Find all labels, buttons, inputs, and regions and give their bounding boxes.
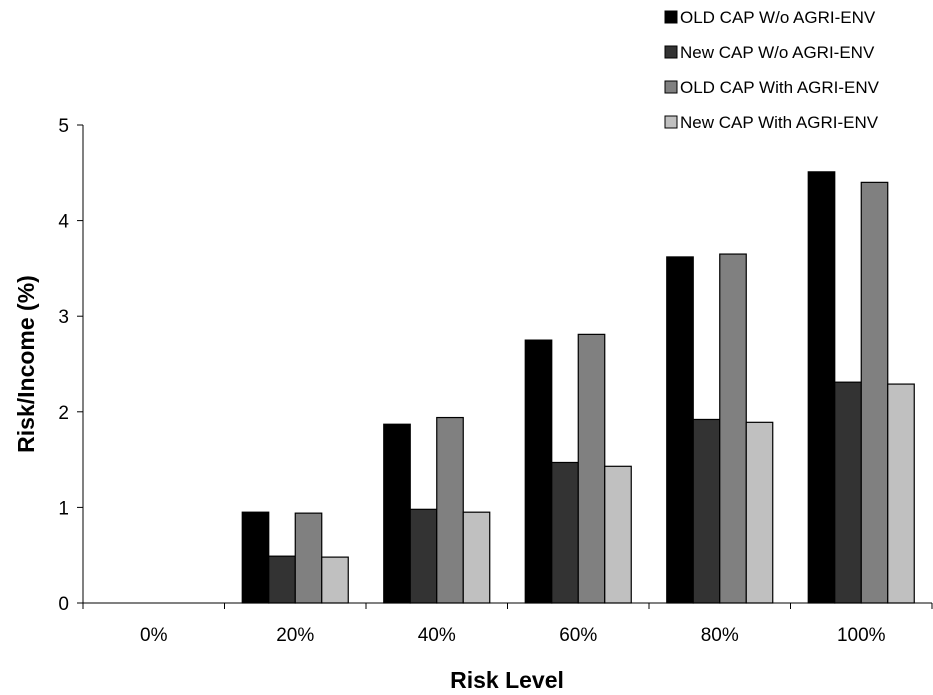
y-ticks: 0 1 2 3 4 5 [58,116,83,615]
bar [860,181,889,604]
bar [241,511,270,604]
bar [268,555,296,604]
x-tick-label: 80% [701,625,739,646]
x-tick-label: 100% [837,625,886,646]
bar [524,339,553,604]
plot-area: 0 1 2 3 4 5 0% 20% 40% 60% 80% 100% [58,116,933,646]
x-tick-label: 20% [276,625,314,646]
bar [294,512,323,604]
bar [604,465,632,604]
x-tick-label: 40% [418,625,456,646]
x-ticks: 0% 20% 40% 60% 80% 100% [82,603,933,646]
y-tick-label: 2 [58,403,69,424]
bar [409,508,438,604]
legend-swatch [664,45,678,59]
bar [436,416,464,604]
x-tick-label: 0% [140,625,168,646]
y-tick-label: 5 [58,116,69,137]
bars [241,171,915,604]
x-tick-label: 60% [559,625,597,646]
legend-swatch [664,10,678,24]
bar [383,423,411,604]
bar [462,511,491,604]
legend-swatch [664,115,678,129]
bar [745,421,774,604]
bar [666,256,694,604]
legend-label: OLD CAP W/o AGRI-ENV [680,8,876,27]
legend-swatch [664,80,678,94]
legend-label: New CAP W/o AGRI-ENV [680,43,875,62]
y-tick-label: 1 [58,498,69,519]
x-axis-title: Risk Level [450,667,564,693]
legend-label: OLD CAP With AGRI-ENV [680,78,880,97]
y-tick-label: 0 [58,594,69,615]
y-axis-title: Risk/Income (%) [13,275,39,453]
bar [834,381,862,604]
y-tick-label: 4 [58,212,69,233]
bar [807,171,836,604]
bar [551,461,579,604]
bar [692,418,721,604]
bar [321,556,349,604]
bar [577,333,606,604]
legend: OLD CAP W/o AGRI-ENV New CAP W/o AGRI-ENV… [664,8,880,132]
y-tick-label: 3 [58,307,69,328]
bar [887,383,915,604]
legend-label: New CAP With AGRI-ENV [680,113,879,132]
bar [719,253,747,604]
